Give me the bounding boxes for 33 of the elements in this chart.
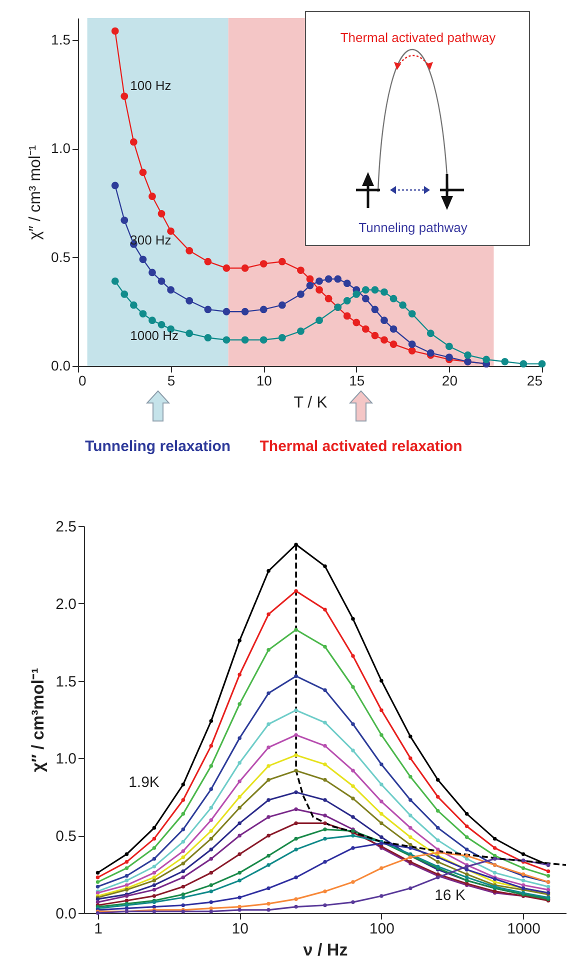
y-tick-label: 0.5: [51, 248, 71, 265]
y-tick-label: 1.5: [56, 673, 76, 690]
annotation: Tunneling pathway: [358, 220, 468, 235]
y-tick-label: 2.0: [56, 596, 76, 613]
y-tick-label: 0.0: [51, 358, 71, 374]
x-tick-label: 1000: [507, 920, 540, 938]
series-label: 1000 Hz: [130, 328, 179, 344]
inset-frame: Thermal activated pathway Tunneling pathway: [305, 11, 530, 246]
legend-label: Thermal activated relaxation: [260, 438, 462, 455]
series-label: 100 Hz: [130, 78, 172, 94]
x-tick-label: 0: [78, 372, 86, 388]
x-axis-title: T / K: [294, 394, 328, 412]
legend-label: Tunneling relaxation: [85, 438, 231, 455]
y-tick-label: 2.5: [56, 518, 76, 536]
x-tick-label: 1: [94, 920, 102, 938]
y-tick-label: 1.5: [51, 31, 71, 48]
x-tick-label: 10: [256, 372, 272, 388]
y-tick-label: 0.0: [56, 906, 76, 922]
x-tick-label: 25: [526, 372, 543, 388]
y-axis-title: χ″ / cm³mol⁻¹: [28, 668, 48, 772]
x-tick-label: 20: [442, 372, 458, 388]
y-tick-label: 0.5: [56, 828, 76, 846]
y-axis-title: χ″ / cm³ mol⁻¹: [27, 145, 44, 240]
y-tick-label: 1.0: [56, 750, 76, 768]
x-tick-label: 15: [349, 372, 365, 388]
annotation: 1.9K: [128, 774, 160, 791]
y-tick-label: 1.0: [51, 140, 71, 156]
x-axis-title: ν / Hz: [303, 940, 348, 960]
annotation: Thermal activated pathway: [340, 30, 496, 45]
annotation: 16 K: [434, 887, 466, 904]
x-tick-label: 100: [369, 920, 394, 938]
x-tick-label: 10: [232, 920, 248, 938]
x-tick-label: 5: [167, 372, 176, 388]
